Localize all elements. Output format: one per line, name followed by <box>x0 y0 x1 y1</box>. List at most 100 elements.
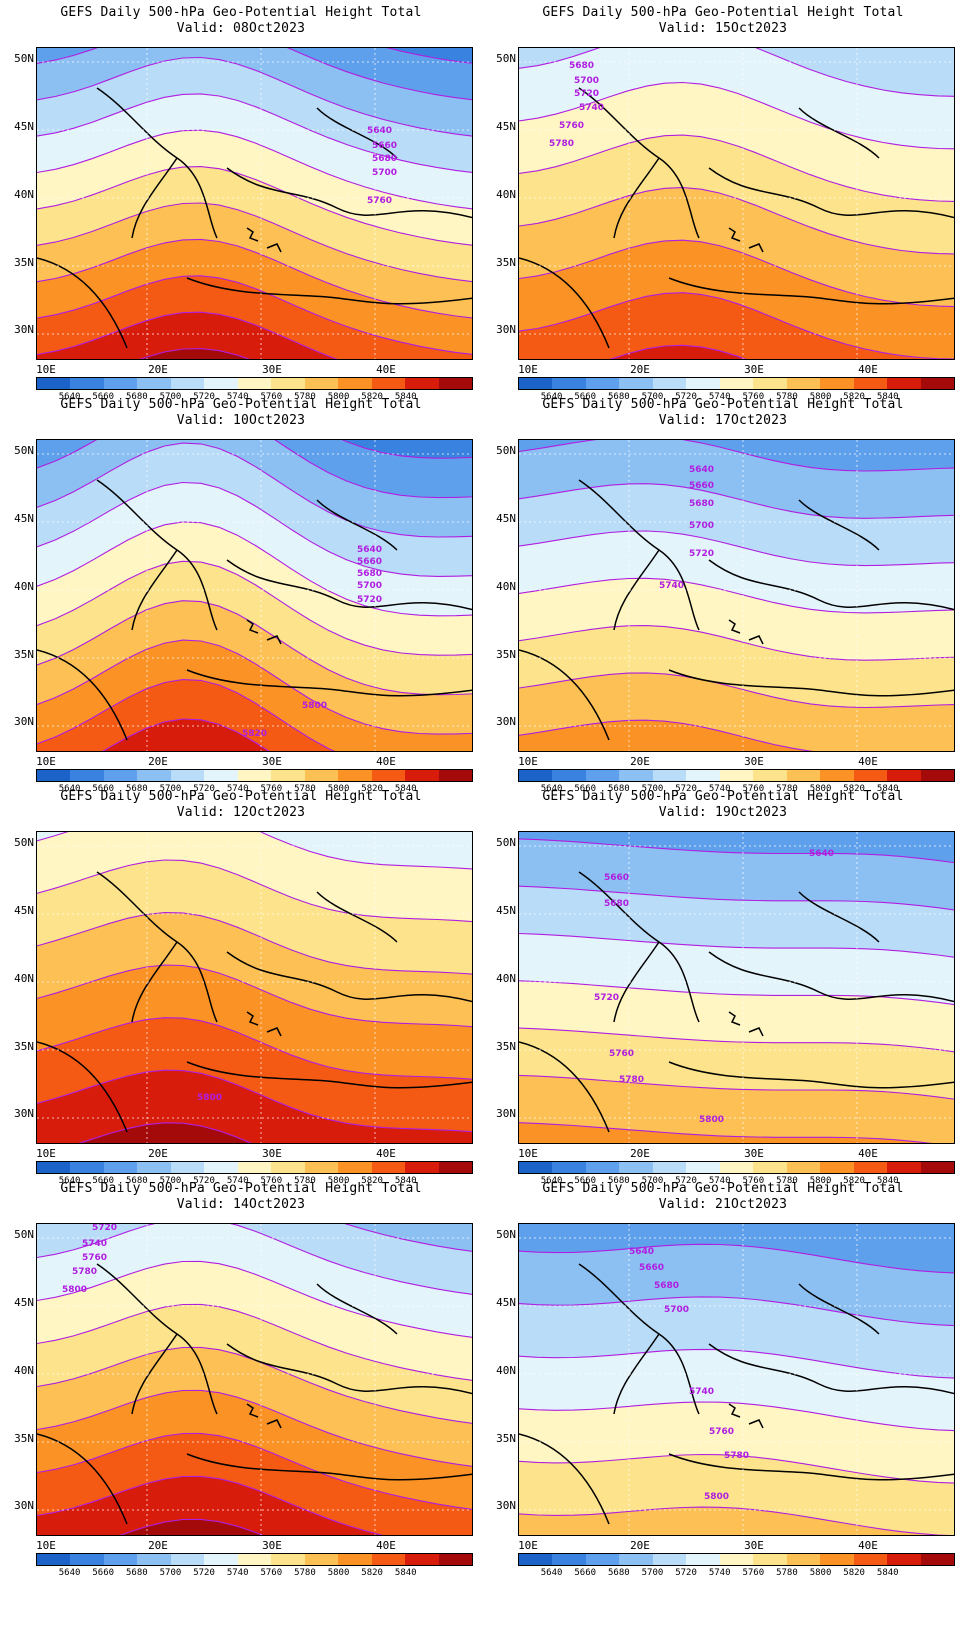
colorbar-swatch <box>70 1554 104 1565</box>
contour-label: 5680 <box>689 499 714 509</box>
colorbar-swatch <box>519 770 553 781</box>
lat-tick-label: 40N <box>14 188 34 201</box>
contour-line <box>519 1296 954 1327</box>
height-band <box>519 1122 928 1143</box>
panel-title-main: GEFS Daily 500-hPa Geo-Potential Height … <box>542 397 904 412</box>
colorbar <box>36 1161 473 1174</box>
contour-line <box>37 1475 384 1535</box>
colorbar-label: 5760 <box>742 392 765 402</box>
lat-tick-label: 45N <box>496 1296 516 1309</box>
height-band <box>37 130 472 247</box>
lon-tick-label: 20E <box>630 1147 650 1160</box>
lon-tick-label: 10E <box>518 1147 538 1160</box>
colorbar-swatch <box>237 1554 272 1565</box>
lon-tick-label: 10E <box>518 363 538 376</box>
contour-line <box>37 129 472 210</box>
contour-label: 5680 <box>357 569 382 579</box>
contour-line <box>37 521 472 617</box>
colorbar-swatch <box>552 1554 586 1565</box>
colorbar-label: 5720 <box>193 1176 215 1186</box>
panel-title-main: GEFS Daily 500-hPa Geo-Potential Height … <box>542 1181 904 1196</box>
colorbar-swatch <box>753 378 787 389</box>
lat-tick-label: 35N <box>496 1040 516 1053</box>
colorbar-label: 5720 <box>675 1176 697 1186</box>
height-band <box>519 672 954 751</box>
height-band <box>37 1347 472 1468</box>
colorbar-swatch <box>519 378 553 389</box>
colorbar-label: 5700 <box>641 1176 664 1186</box>
contour-label: 5760 <box>709 1427 734 1437</box>
colorbar-label: 5660 <box>574 1176 597 1186</box>
colorbar-label: 5680 <box>126 1568 148 1578</box>
colorbar-swatch <box>686 770 720 781</box>
height-band <box>519 440 954 472</box>
lat-tick-label: 45N <box>14 512 34 525</box>
colorbar-swatch <box>686 1162 720 1173</box>
colorbar-swatch <box>237 378 272 389</box>
contour-line <box>37 1069 472 1133</box>
contour-line <box>519 672 954 709</box>
colorbar-swatch <box>37 378 71 389</box>
contour-label: 5680 <box>372 154 397 164</box>
lat-tick-label: 45N <box>496 120 516 133</box>
colorbar-label: 5800 <box>327 1176 350 1186</box>
panel-title: GEFS Daily 500-hPa Geo-Potential Height … <box>482 5 964 37</box>
colorbar-label: 5680 <box>608 1176 630 1186</box>
lon-tick-label: 30E <box>262 1147 282 1160</box>
colorbar-swatch <box>853 1162 888 1173</box>
lon-tick-label: 40E <box>376 1539 396 1552</box>
colorbar-swatch <box>237 1162 272 1173</box>
colorbar-swatch <box>820 770 854 781</box>
height-band <box>37 640 472 751</box>
panel-title: GEFS Daily 500-hPa Geo-Potential Height … <box>0 5 482 37</box>
contour-line <box>37 600 472 696</box>
height-band <box>37 203 472 319</box>
contour-label: 5700 <box>574 76 599 86</box>
panel-title-main: GEFS Daily 500-hPa Geo-Potential Height … <box>542 5 904 20</box>
lat-tick-label: 40N <box>496 1364 516 1377</box>
colorbar-swatch <box>920 1554 955 1565</box>
contour-label: 5800 <box>197 1093 222 1103</box>
colorbar-label: 5820 <box>361 784 383 794</box>
lon-tick-label: 20E <box>630 1539 650 1552</box>
colorbar-label: 5780 <box>776 1568 798 1578</box>
height-field-map: 5800 <box>36 831 473 1144</box>
lat-tick-label: 40N <box>496 580 516 593</box>
panel-title: GEFS Daily 500-hPa Geo-Potential Height … <box>0 1181 482 1213</box>
contour-label: 5640 <box>689 465 714 475</box>
colorbar-label: 5740 <box>226 1568 249 1578</box>
colorbar <box>518 1161 955 1174</box>
colorbar-swatch <box>137 1162 171 1173</box>
panel-title: GEFS Daily 500-hPa Geo-Potential Height … <box>482 789 964 821</box>
lat-tick-label: 30N <box>496 1107 516 1120</box>
contour-line <box>519 239 954 308</box>
colorbar-swatch <box>37 1554 71 1565</box>
contour-label: 5780 <box>619 1075 644 1085</box>
contour-label: 5800 <box>62 1285 87 1295</box>
lon-tick-label: 20E <box>148 755 168 768</box>
panel-title: GEFS Daily 500-hPa Geo-Potential Height … <box>482 1181 964 1213</box>
height-band <box>519 82 954 203</box>
contour-line <box>37 311 338 359</box>
contour-line <box>519 1348 954 1379</box>
contour-line <box>37 832 472 870</box>
lon-tick-label: 30E <box>744 1147 764 1160</box>
height-band <box>37 832 472 870</box>
colorbar-swatch <box>719 770 754 781</box>
lat-tick-label: 35N <box>14 648 34 661</box>
height-band <box>140 348 249 359</box>
colorbar-label: 5640 <box>540 784 563 794</box>
colorbar-swatch <box>552 770 586 781</box>
map-panel: GEFS Daily 500-hPa Geo-Potential Height … <box>482 0 964 410</box>
colorbar-swatch <box>652 1162 687 1173</box>
colorbar-label: 5800 <box>327 784 350 794</box>
colorbar-swatch <box>438 378 473 389</box>
contour-line <box>341 440 472 459</box>
colorbar-swatch <box>438 770 473 781</box>
panel-valid-date: Valid: 19Oct2023 <box>658 805 788 820</box>
colorbar-swatch <box>37 770 71 781</box>
colorbar-swatch <box>103 1162 138 1173</box>
lat-tick-label: 35N <box>496 1432 516 1445</box>
lat-tick-label: 40N <box>14 580 34 593</box>
panel-valid-date: Valid: 21Oct2023 <box>658 1197 788 1212</box>
